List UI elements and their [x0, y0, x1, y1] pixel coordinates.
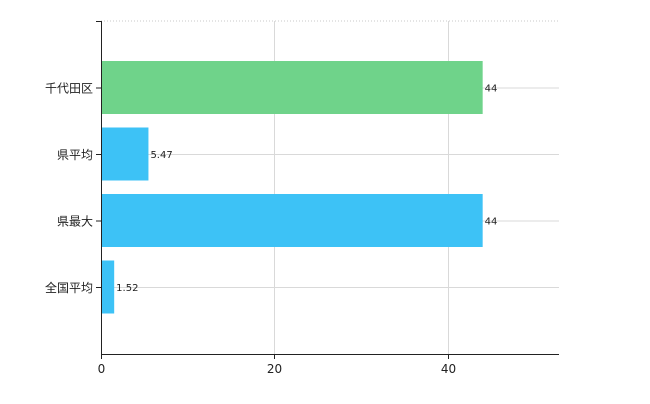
axis-layer [96, 21, 559, 359]
data-label: 5.47 [150, 150, 172, 161]
bar-layer [101, 61, 483, 314]
data-label: 44 [485, 217, 498, 228]
bar [101, 127, 149, 181]
data-label: 44 [485, 84, 498, 95]
bar [101, 260, 115, 314]
bar [101, 61, 483, 114]
category-label: 県平均 [57, 148, 93, 162]
x-tick-label: 40 [441, 362, 456, 376]
category-label: 県最大 [57, 215, 93, 229]
x-tick-label: 0 [98, 362, 106, 376]
label-layer: 44 千代田区 5.47 県平均 44 県最大 1.52 全国平均 0 20 40 [45, 82, 497, 377]
category-label: 全国平均 [45, 280, 93, 295]
data-label: 1.52 [116, 283, 138, 294]
bar [101, 194, 483, 247]
category-label: 千代田区 [45, 82, 93, 96]
x-tick-label: 20 [267, 362, 282, 376]
